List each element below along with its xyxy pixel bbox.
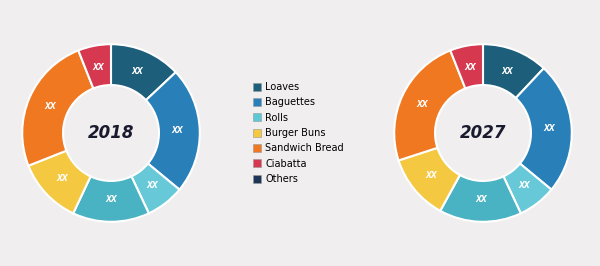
Text: XX: XX bbox=[92, 63, 104, 72]
Text: XX: XX bbox=[502, 66, 514, 76]
Text: XX: XX bbox=[464, 63, 476, 72]
Wedge shape bbox=[146, 72, 200, 190]
Text: 2027: 2027 bbox=[460, 124, 506, 142]
Wedge shape bbox=[483, 44, 544, 98]
Text: XX: XX bbox=[105, 195, 117, 204]
Text: XX: XX bbox=[146, 181, 158, 190]
Text: XX: XX bbox=[417, 100, 428, 109]
Text: XX: XX bbox=[475, 195, 487, 204]
Text: XX: XX bbox=[426, 171, 437, 180]
Wedge shape bbox=[440, 175, 521, 222]
Wedge shape bbox=[394, 51, 466, 160]
Text: XX: XX bbox=[44, 102, 56, 111]
Wedge shape bbox=[131, 164, 179, 213]
Wedge shape bbox=[22, 51, 94, 166]
Wedge shape bbox=[398, 148, 460, 211]
Wedge shape bbox=[503, 164, 551, 213]
Text: XX: XX bbox=[56, 174, 68, 183]
Wedge shape bbox=[451, 44, 483, 88]
Wedge shape bbox=[73, 176, 149, 222]
Legend: Loaves, Baguettes, Rolls, Burger Buns, Sandwich Bread, Ciabatta, Others: Loaves, Baguettes, Rolls, Burger Buns, S… bbox=[253, 82, 344, 184]
Wedge shape bbox=[79, 44, 111, 88]
Wedge shape bbox=[28, 151, 91, 213]
Wedge shape bbox=[111, 44, 176, 100]
Text: XX: XX bbox=[518, 181, 530, 190]
Wedge shape bbox=[516, 68, 572, 190]
Text: XX: XX bbox=[172, 126, 184, 135]
Text: XX: XX bbox=[131, 67, 143, 76]
Text: XX: XX bbox=[544, 124, 556, 133]
Text: 2018: 2018 bbox=[88, 124, 134, 142]
